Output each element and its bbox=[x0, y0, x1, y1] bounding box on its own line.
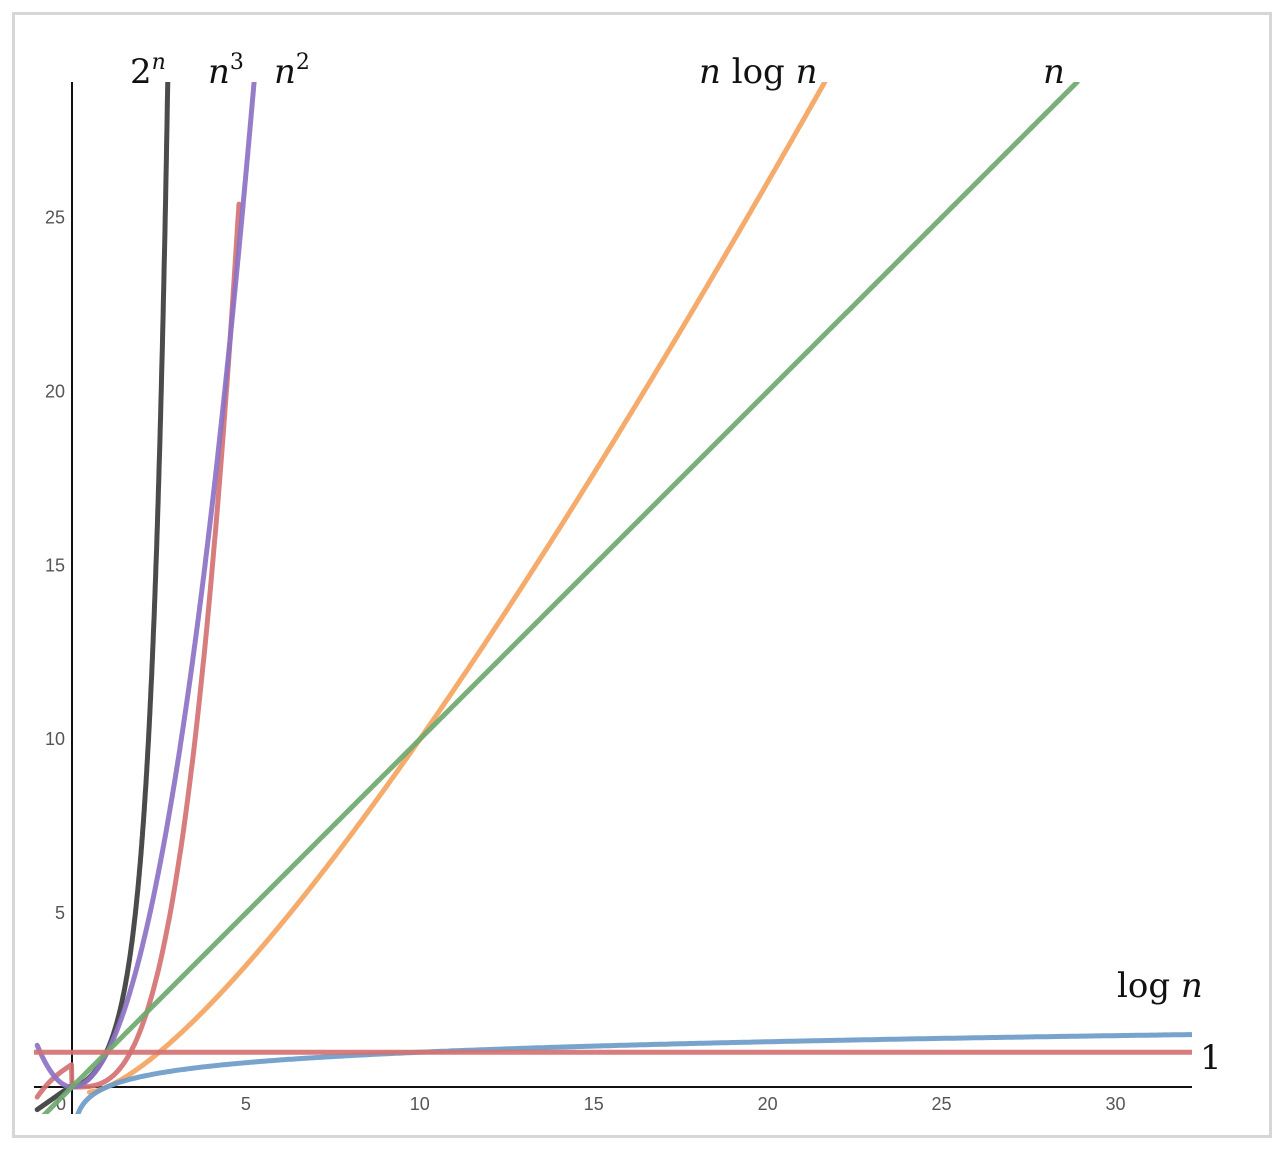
x-tick-label: 0 bbox=[56, 1094, 66, 1114]
chart-frame bbox=[12, 12, 1272, 1138]
label-n3-exp: 3 bbox=[230, 50, 244, 75]
label-n: n bbox=[1043, 52, 1065, 92]
x-tick-label: 25 bbox=[932, 1094, 952, 1114]
label-n2-base: n bbox=[274, 52, 296, 92]
x-tick-label: 15 bbox=[584, 1094, 604, 1114]
x-tick-label: 5 bbox=[241, 1094, 251, 1114]
label-2n-exp: n bbox=[152, 50, 166, 75]
y-tick-label: 10 bbox=[45, 729, 65, 749]
label-logn: log n bbox=[1117, 966, 1203, 1006]
y-tick-label: 25 bbox=[45, 208, 65, 228]
y-tick-label: 15 bbox=[45, 555, 65, 575]
y-tick-labels: 5 10 15 20 25 bbox=[45, 208, 65, 924]
x-tick-labels: 0 5 10 15 20 25 30 bbox=[56, 1094, 1126, 1114]
label-2n-base: 2 bbox=[130, 52, 152, 92]
x-tick-label: 30 bbox=[1105, 1094, 1125, 1114]
label-2n: 2n bbox=[130, 50, 166, 92]
label-n3: n3 bbox=[208, 50, 244, 92]
label-n3-base: n bbox=[208, 52, 230, 92]
series-line-cube bbox=[34, 201, 242, 1100]
series-line-logn bbox=[75, 1032, 1192, 1114]
x-tick-label: 10 bbox=[410, 1094, 430, 1114]
label-n2: n2 bbox=[274, 50, 310, 92]
series-line-linear bbox=[41, 82, 1080, 1114]
y-tick-label: 5 bbox=[55, 903, 65, 923]
y-tick-label: 20 bbox=[45, 381, 65, 401]
series-curves bbox=[34, 82, 1192, 1114]
label-constant: 1 bbox=[1200, 1038, 1222, 1078]
series-line-nlogn bbox=[86, 82, 828, 1095]
label-nlogn: n log n bbox=[699, 52, 818, 92]
x-tick-label: 20 bbox=[758, 1094, 778, 1114]
label-n2-exp: 2 bbox=[296, 50, 310, 75]
